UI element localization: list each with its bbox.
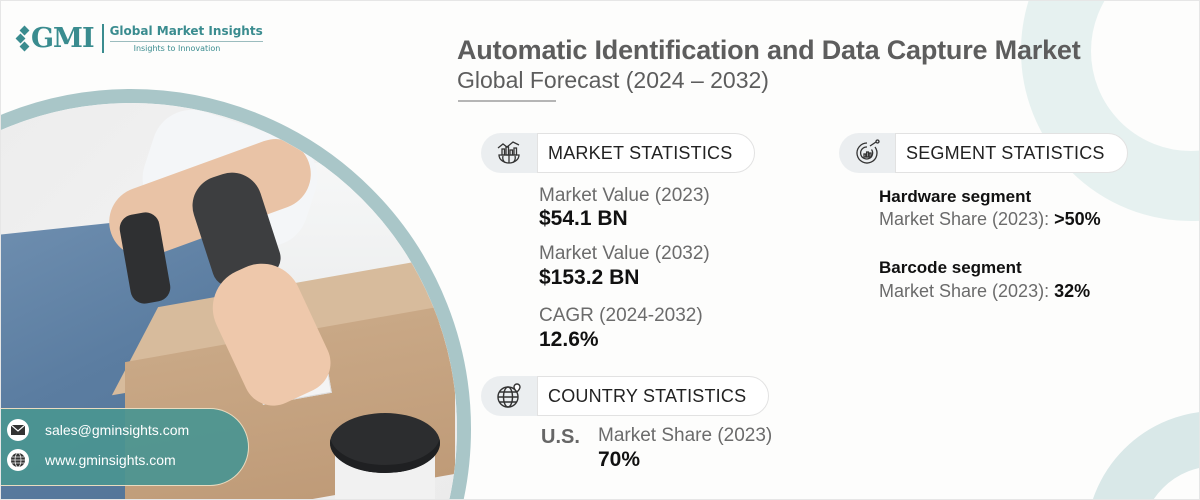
segment-statistics-heading: SEGMENT STATISTICS	[895, 133, 1128, 173]
country-statistics-header: COUNTRY STATISTICS	[481, 376, 770, 416]
decorative-arc-bottom	[1086, 411, 1199, 499]
barcode-segment-name: Barcode segment	[879, 258, 1022, 277]
target-chart-icon	[839, 133, 895, 173]
cagr-label: CAGR (2024-2032)	[539, 305, 703, 326]
market-value-2032: $153.2 BN	[539, 266, 640, 289]
barcode-share-value: 32%	[1054, 281, 1091, 301]
globe-pin-icon	[481, 376, 537, 416]
market-value-2032-label: Market Value (2032)	[539, 243, 710, 264]
photo-coffee-cup	[330, 413, 440, 473]
contact-bar: sales@gminsights.com www.gminsights.com	[1, 408, 249, 486]
globe-icon	[7, 449, 29, 471]
country-market-share-value: 70%	[598, 448, 641, 471]
contact-email-row[interactable]: sales@gminsights.com	[7, 419, 189, 441]
barcode-segment-share: Market Share (2023): 32%	[879, 281, 1090, 302]
title-divider	[458, 100, 556, 102]
envelope-icon	[7, 419, 29, 441]
decorative-arc-top	[1021, 1, 1199, 221]
country-statistics-heading: COUNTRY STATISTICS	[537, 376, 770, 416]
cagr-value: 12.6%	[539, 328, 599, 351]
hardware-share-value: >50%	[1054, 209, 1101, 229]
country-market-share-label: Market Share (2023)	[598, 425, 773, 446]
market-value-2023-label: Market Value (2023)	[539, 185, 710, 206]
segment-statistics-header: SEGMENT STATISTICS	[839, 133, 1128, 173]
barcode-share-label: Market Share (2023):	[879, 281, 1055, 301]
logo-tagline: Insights to Innovation	[133, 44, 221, 53]
page-title: Automatic Identification and Data Captur…	[457, 35, 1081, 65]
hardware-segment-share: Market Share (2023): >50%	[879, 209, 1101, 230]
hardware-share-label: Market Share (2023):	[879, 209, 1055, 229]
logo-company-name: Global Market Insights	[109, 24, 263, 42]
contact-website[interactable]: www.gminsights.com	[45, 452, 176, 468]
page-subtitle: Global Forecast (2024 – 2032)	[457, 67, 769, 93]
logo-letters: GMI	[31, 23, 95, 54]
hardware-segment-name: Hardware segment	[879, 187, 1032, 206]
contact-email[interactable]: sales@gminsights.com	[45, 422, 190, 438]
logo-diamonds-icon	[15, 24, 31, 54]
chart-globe-icon	[481, 133, 537, 173]
market-value-2023: $54.1 BN	[539, 207, 628, 230]
country-code: U.S.	[541, 426, 580, 448]
market-statistics-header: MARKET STATISTICS	[481, 133, 756, 173]
gmi-logo: GMI Global Market Insights Insights to I…	[15, 23, 263, 54]
market-statistics-heading: MARKET STATISTICS	[537, 133, 756, 173]
contact-website-row[interactable]: www.gminsights.com	[7, 449, 176, 471]
